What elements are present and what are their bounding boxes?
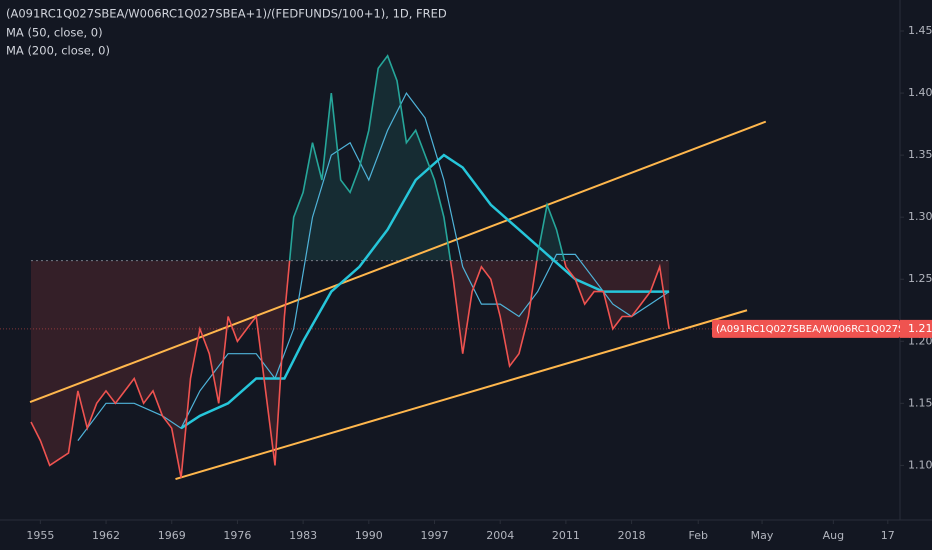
series-tag-label: (A091RC1Q027SBEA/W006RC1Q027SBEA+1)/(... xyxy=(716,324,932,335)
x-tick-label: 1983 xyxy=(289,529,317,542)
y-tick-label: 1.45 xyxy=(908,24,932,37)
y-tick-label: 1.10 xyxy=(908,458,932,471)
x-tick-label: 17 xyxy=(881,529,895,542)
y-tick-label: 1.30 xyxy=(908,210,932,223)
area-below xyxy=(30,260,670,478)
x-tick-label: 2018 xyxy=(618,529,646,542)
price-line-below xyxy=(30,260,670,478)
series-tag xyxy=(712,319,900,338)
x-tick-label: 1997 xyxy=(421,529,449,542)
legend-entry: (A091RC1Q027SBEA/W006RC1Q027SBEA+1)/(FED… xyxy=(6,7,447,21)
area-above xyxy=(289,55,565,261)
x-tick-label: 2011 xyxy=(552,529,580,542)
y-tick-label: 1.35 xyxy=(908,148,932,161)
x-tick-label: 1969 xyxy=(158,529,186,542)
trend-line xyxy=(29,120,767,404)
legend-entry: MA (50, close, 0) xyxy=(6,26,103,40)
x-tick-label: 1976 xyxy=(223,529,251,542)
moving-average xyxy=(77,91,670,441)
y-tick-label: 1.40 xyxy=(908,86,932,99)
x-tick-label: May xyxy=(751,529,774,542)
trend-line xyxy=(175,309,748,481)
price-tag xyxy=(900,319,932,338)
x-tick-label: 1955 xyxy=(26,529,54,542)
y-tick-label: 1.25 xyxy=(908,272,932,285)
x-tick-label: 1962 xyxy=(92,529,120,542)
price-line-above xyxy=(288,54,566,261)
y-tick-label: 1.15 xyxy=(908,396,932,409)
x-tick-label: Aug xyxy=(823,529,844,542)
price-tag-label: 1.21 xyxy=(908,322,932,335)
x-tick-label: Feb xyxy=(688,529,707,542)
legend-entry: MA (200, close, 0) xyxy=(6,44,110,58)
x-tick-label: 2004 xyxy=(486,529,514,542)
x-tick-label: 1990 xyxy=(355,529,383,542)
